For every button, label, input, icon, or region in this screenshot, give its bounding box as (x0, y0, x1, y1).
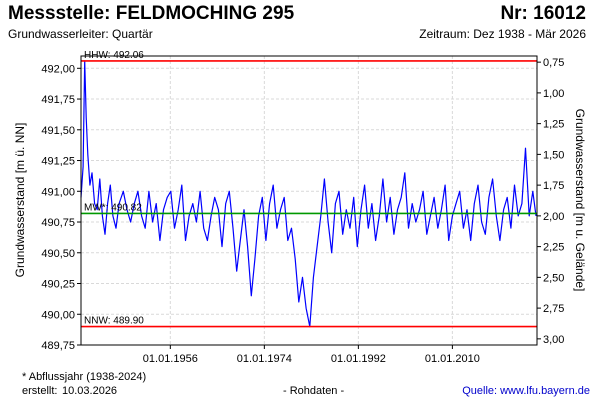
y-tick-label: 490,00 (41, 309, 75, 321)
period-label: Zeitraum: Dez 1938 - Mär 2026 (419, 27, 586, 41)
y-tick-label: 491,25 (41, 156, 75, 168)
reference-line-label: HHW: 492.06 (84, 50, 144, 61)
source-link[interactable]: Quelle: www.lfu.bayern.de (462, 385, 590, 397)
y-tick-label: 491,75 (41, 94, 75, 106)
created-label: erstellt: (22, 385, 58, 397)
y2-tick-label: 3,00 (543, 334, 564, 346)
y2-tick-label: 0,75 (543, 57, 564, 69)
water-level-series (80, 60, 537, 328)
y-tick-label: 490,25 (41, 279, 75, 291)
y2-tick-label: 2,25 (543, 242, 564, 254)
reference-line-label: MW*: 490.82 (84, 202, 142, 213)
y2-tick-label: 1,00 (543, 88, 564, 100)
reference-lines: HHW: 492.06 MW*: 490.82 NNW: 489.90 (81, 50, 537, 328)
y-tick-label: 491,50 (41, 125, 75, 137)
grid (81, 56, 537, 346)
y-tick-label: 490,75 (41, 217, 75, 229)
y2-tick-label: 2,50 (543, 272, 564, 284)
plot-frame (80, 55, 538, 346)
y-tick-label: 490,50 (41, 248, 75, 260)
created-date: 10.03.2026 (62, 385, 118, 397)
y2-tick-label: 2,00 (543, 211, 564, 223)
footnote: * Abflussjahr (1938-2024) (22, 371, 147, 383)
y2-tick-label: 1,75 (543, 180, 564, 192)
series-layer (80, 60, 537, 328)
x-tick-label: 01.01.2010 (425, 353, 480, 365)
y-axis-label: Grundwasserstand [m ü. NN] (13, 123, 27, 278)
y-tick-label: 489,75 (41, 340, 75, 352)
reference-line-label: NNW: 489.90 (84, 316, 144, 327)
x-tick-label: 01.01.1974 (237, 353, 292, 365)
station-number: Nr: 16012 (500, 3, 586, 24)
y2-tick-label: 2,75 (543, 303, 564, 315)
station-title: Messstelle: FELDMOCHING 295 (8, 3, 295, 24)
y2-tick-label: 1,50 (543, 149, 564, 161)
x-tick-label: 01.01.1992 (331, 353, 386, 365)
raw-data-label: - Rohdaten - (283, 385, 345, 397)
y-tick-label: 492,00 (41, 63, 75, 75)
axes: 489,75 490,00 490,25 490,50 490,75 491,00 491,… (41, 57, 564, 365)
aquifer-label: Grundwasserleiter: Quartär (8, 27, 153, 41)
x-tick-label: 01.01.1956 (143, 353, 198, 365)
y-tick-label: 491,00 (41, 186, 75, 198)
y2-axis-label: Grundwasserstand [m u. Gelände] (573, 109, 587, 292)
y2-tick-label: 1,25 (543, 119, 564, 131)
